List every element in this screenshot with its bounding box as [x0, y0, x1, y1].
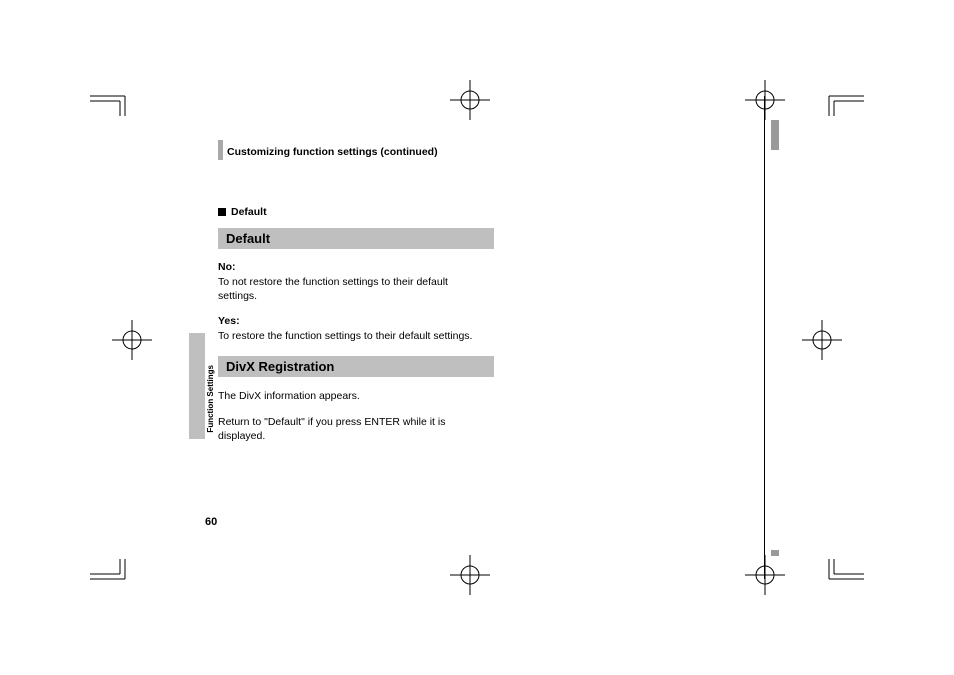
register-target-icon: [792, 310, 852, 370]
side-tab: [189, 333, 205, 439]
section-title-default: Default: [218, 228, 494, 249]
crop-mark-icon: [804, 559, 864, 619]
page-number: 60: [205, 516, 217, 528]
side-label: Function Settings: [206, 297, 215, 365]
crop-mark-icon: [90, 56, 150, 116]
option-no-text: To not restore the function settings to …: [218, 275, 468, 303]
register-target-icon: [735, 70, 795, 130]
divx-line1: The DivX information appears.: [218, 389, 563, 403]
divx-line2: Return to "Default" if you press ENTER w…: [218, 415, 478, 443]
running-title: Customizing function settings (continued…: [227, 140, 438, 160]
gutter-bar: [771, 120, 779, 150]
side-label-text: Function Settings: [206, 365, 215, 433]
header-accent-bar: [218, 140, 223, 160]
option-yes-text: To restore the function settings to thei…: [218, 329, 563, 343]
fold-line: [764, 96, 765, 579]
option-no-label: No:: [218, 261, 563, 273]
crop-mark-icon: [90, 559, 150, 619]
bullet-heading: Default: [218, 206, 563, 218]
content-area: Customizing function settings (continued…: [218, 140, 563, 455]
running-header: Customizing function settings (continued…: [218, 140, 563, 160]
section-title-divx: DivX Registration: [218, 356, 494, 377]
crop-mark-icon: [804, 56, 864, 116]
option-yes-label: Yes:: [218, 315, 563, 327]
register-target-icon: [440, 70, 500, 130]
square-bullet-icon: [218, 208, 226, 216]
register-target-icon: [735, 545, 795, 605]
register-target-icon: [102, 310, 162, 370]
bullet-label: Default: [231, 206, 267, 218]
gutter-bar: [771, 550, 779, 556]
register-target-icon: [440, 545, 500, 605]
